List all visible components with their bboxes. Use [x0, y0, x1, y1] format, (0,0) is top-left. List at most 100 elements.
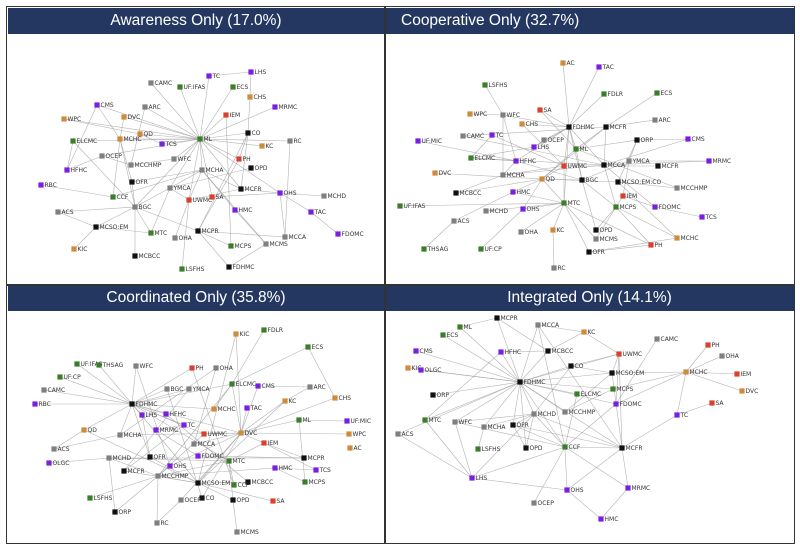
network-edge	[131, 403, 151, 458]
node-marker	[531, 411, 537, 417]
network-edge	[520, 202, 565, 233]
node-label: DVC	[439, 170, 452, 177]
network-edge	[238, 132, 249, 160]
node-marker	[683, 369, 689, 375]
network-edge	[519, 372, 613, 383]
network-node: ORP	[112, 509, 131, 516]
network-edge	[622, 160, 630, 197]
network-edge	[199, 138, 281, 194]
node-marker	[296, 417, 302, 423]
network-edge	[483, 413, 535, 428]
network-edge	[519, 381, 617, 405]
network-edge	[568, 66, 600, 128]
node-marker	[706, 158, 712, 164]
node-label: CMS	[262, 383, 275, 390]
node-label: WFC	[507, 112, 521, 119]
node-marker	[561, 200, 567, 206]
network-node: ELCMC	[574, 391, 601, 398]
network-edge	[575, 139, 638, 150]
network-edge	[512, 424, 623, 449]
node-label: OPD	[255, 165, 268, 172]
node-marker	[560, 60, 566, 66]
network-edge	[564, 403, 617, 448]
network-node: MCSO:EM	[93, 224, 128, 231]
node-marker	[307, 384, 313, 390]
network-node: ML	[573, 146, 589, 153]
node-label: MCPR	[308, 455, 325, 462]
node-label: CHS	[254, 94, 267, 101]
node-marker	[93, 224, 99, 230]
node-label: MCCHMP	[162, 473, 189, 480]
network-edge	[595, 206, 617, 231]
network-graph-awareness: CAMC UF:IFAS TC LHS ECS CHS MRMC IEM CMS ARC WPC DV…	[8, 35, 384, 284]
node-marker	[226, 458, 232, 464]
node-label: LSFHS	[482, 446, 501, 453]
network-node: LSFHS	[475, 446, 501, 453]
node-marker	[64, 167, 70, 173]
network-edge	[471, 413, 535, 479]
network-node: LHS	[139, 412, 157, 419]
node-marker	[112, 509, 118, 515]
network-edge	[48, 457, 110, 464]
network-node: MCCA	[601, 162, 626, 169]
node-label: HFHC	[170, 411, 187, 418]
network-node: MCHD	[483, 208, 508, 215]
node-label: OFR	[517, 422, 529, 429]
node-marker	[209, 194, 215, 200]
network-node: ACS	[395, 431, 414, 438]
network-edge	[603, 126, 607, 166]
network-edge	[199, 114, 227, 140]
network-edge	[119, 138, 136, 208]
node-label: SA	[716, 400, 725, 407]
network-edge	[249, 71, 252, 98]
network-edge	[588, 237, 678, 253]
node-label: HFHC	[520, 158, 537, 165]
node-label: MTC	[568, 200, 581, 207]
panel-awareness: Awareness Only (17.0%) CAMC UF:IFAS TC LHS E…	[8, 8, 384, 284]
network-edge	[611, 371, 687, 374]
network-node: MCCA	[535, 322, 560, 329]
node-label: HMC	[279, 465, 293, 472]
node-marker	[457, 324, 463, 330]
network-edge	[519, 381, 566, 448]
network-edge	[563, 202, 597, 240]
network-graph-cooperative: AC TAC LSFHS FDLR ECS SA WPC WFC CHS FDHMC MCFR ARC…	[385, 35, 794, 284]
network-edge	[131, 169, 203, 183]
network-edge	[63, 118, 201, 140]
network-node: OFR	[129, 179, 148, 186]
network-node: WPC	[467, 111, 487, 118]
node-label: CAMC	[48, 387, 66, 394]
network-node: MCPS	[228, 243, 251, 250]
node-label: MRMC	[279, 104, 298, 111]
node-label: MCHD	[538, 411, 557, 418]
network-node: RC	[287, 138, 302, 145]
node-label: LHS	[538, 144, 550, 151]
network-edge	[533, 413, 623, 449]
network-node: MCHA	[117, 432, 142, 439]
node-marker	[106, 455, 112, 461]
node-marker	[46, 460, 52, 466]
node-label: OPD	[237, 497, 250, 504]
network-node: KIC	[71, 246, 87, 253]
network-edge	[72, 140, 136, 208]
node-marker	[99, 153, 105, 159]
node-label: UWMC	[568, 163, 588, 170]
node-label: QD	[546, 176, 556, 183]
network-edge	[470, 146, 535, 159]
node-label: ELCMC	[475, 155, 496, 162]
node-marker	[489, 132, 495, 138]
network-node: TCS	[699, 214, 717, 221]
network-edge	[519, 324, 539, 383]
network-edge	[228, 460, 235, 486]
node-label: LHS	[255, 69, 267, 76]
node-marker	[535, 322, 541, 328]
node-marker	[482, 82, 488, 88]
node-label: OHA	[525, 229, 539, 236]
network-edge	[310, 211, 339, 235]
node-marker	[32, 401, 38, 407]
network-node: ECS	[440, 332, 458, 339]
network-node: MTC	[561, 200, 580, 207]
node-marker	[481, 424, 487, 430]
network-edge	[563, 202, 590, 253]
node-label: MCBCC	[139, 253, 161, 260]
